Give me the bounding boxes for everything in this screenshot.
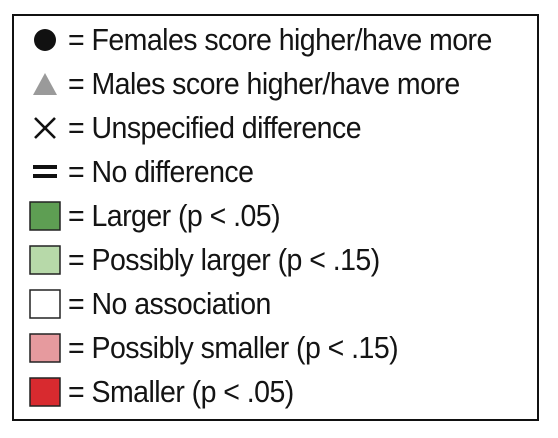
triangle-icon: [26, 64, 64, 104]
legend-label: = Females score higher/have more: [68, 22, 492, 57]
legend-item-no-difference: = No difference: [26, 152, 270, 192]
color-swatch-icon: [26, 196, 64, 236]
legend-item-no-association: = No association: [26, 284, 288, 324]
x-mark-icon: [26, 108, 64, 148]
legend-label: = Unspecified difference: [68, 110, 362, 145]
legend-label: = Possibly larger (p < .15): [68, 242, 380, 277]
legend-label: = Possibly smaller (p < .15): [68, 330, 399, 365]
color-swatch-icon: [26, 372, 64, 412]
equals-icon: [26, 152, 64, 192]
filled-circle-icon: [26, 20, 64, 60]
legend-item-smaller: = Smaller (p < .05): [26, 372, 313, 412]
legend-label: = No difference: [68, 154, 254, 189]
legend-label: = Larger (p < .05): [68, 198, 281, 233]
legend-label: = Smaller (p < .05): [68, 374, 294, 409]
legend-label: = No association: [68, 286, 271, 321]
legend-item-unspecified: = Unspecified difference: [26, 108, 387, 148]
color-swatch-icon: [26, 328, 64, 368]
legend-item-possibly-larger: = Possibly larger (p < .15): [26, 240, 407, 280]
legend-item-possibly-smaller: = Possibly smaller (p < .15): [26, 328, 427, 368]
legend-box: = Females score higher/have more = Males…: [12, 14, 539, 421]
color-swatch-icon: [26, 284, 64, 324]
legend-label: = Males score higher/have more: [68, 66, 460, 101]
color-swatch-icon: [26, 240, 64, 280]
legend-item-males: = Males score higher/have more: [26, 64, 494, 104]
legend-item-females: = Females score higher/have more: [26, 20, 529, 60]
legend-item-larger: = Larger (p < .05): [26, 196, 298, 236]
